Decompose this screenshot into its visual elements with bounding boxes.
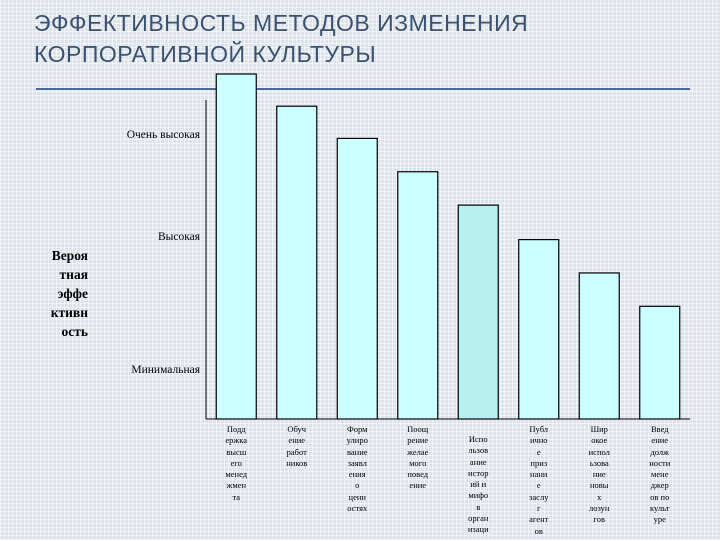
bar [578, 272, 620, 420]
x-category-label: Испо льзов ание истор ий и мифо в орган … [467, 434, 489, 535]
x-category-label: Шир окое испол ьзова ние новы х лозун го… [588, 424, 610, 525]
y-tick-label: Высокая [158, 231, 201, 243]
x-category-label: Публ ично е приз нани е заслу г агент ов [529, 424, 549, 536]
y-axis-label: Вероя тная эффе ктивн ость [50, 248, 88, 339]
title-divider [36, 88, 690, 90]
bar [336, 137, 378, 420]
x-category-label: Подд ержка высш его менед жмен та [225, 424, 248, 502]
bar [518, 239, 560, 420]
y-tick-label: Очень высокая [127, 129, 201, 141]
bar [397, 171, 439, 420]
bar [639, 305, 681, 420]
x-category-label: Обуч ение работ ников [286, 424, 308, 468]
x-category-label: Введ ение долж ности мене джер ов по кул… [649, 424, 671, 525]
bar [276, 105, 318, 420]
slide-title-line-2: КОРПОРАТИВНОЙ КУЛЬТУРЫ [34, 41, 377, 67]
x-category-label: Форм улиро вание заявл ения о ценн остях [346, 424, 368, 514]
bar [457, 204, 499, 420]
bar [215, 73, 257, 420]
slide-title-line-1: ЭФФЕКТИВНОСТЬ МЕТОДОВ ИЗМЕНЕНИЯ [34, 10, 529, 36]
y-tick-label: Минимальная [131, 364, 200, 376]
x-category-label: Поощ рение желае мого повед ение [407, 424, 429, 491]
